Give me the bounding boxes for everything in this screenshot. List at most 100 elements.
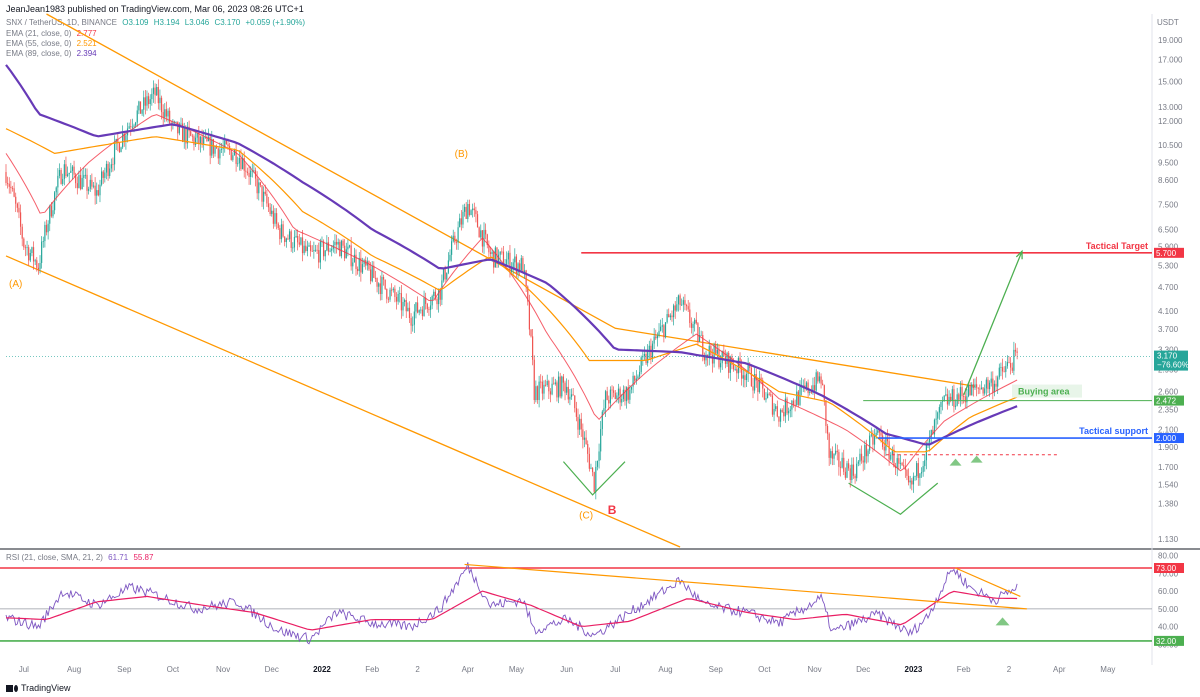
candle-body: [420, 309, 422, 311]
candle-body: [792, 400, 795, 405]
time-tick-label: Dec: [265, 665, 279, 674]
candle-body: [79, 175, 82, 190]
candle-body: [113, 143, 116, 165]
candle-body: [914, 476, 916, 478]
rsi-level-label: 32.00: [1156, 637, 1177, 646]
candle-body: [786, 398, 788, 414]
candle-body: [99, 184, 101, 196]
price-tick-label: 9.500: [1158, 158, 1179, 167]
candle-body: [995, 383, 997, 387]
candle-body: [614, 392, 616, 400]
candle-body: [758, 377, 761, 393]
candle-body: [297, 235, 299, 243]
rsi-level-tag: [1154, 563, 1184, 573]
candle-body: [697, 323, 699, 342]
candle-body: [438, 288, 440, 305]
candle-body: [340, 240, 343, 257]
candle-body: [284, 236, 286, 243]
candle-body: [885, 437, 887, 451]
candle-body: [399, 293, 401, 295]
candle-body: [290, 231, 292, 248]
candle-body: [890, 454, 892, 460]
candle-body: [760, 377, 762, 381]
candle-body: [1005, 366, 1007, 372]
ema21-value: 2.777: [76, 29, 97, 38]
time-tick-label: May: [509, 665, 524, 674]
candle-body: [160, 97, 163, 113]
candle-body: [744, 375, 746, 381]
time-tick-label: 2: [1007, 665, 1012, 674]
candle-body: [70, 170, 72, 173]
candle-body: [104, 172, 106, 178]
candle-body: [1013, 349, 1015, 371]
candle-body: [964, 396, 966, 403]
candle-body: [352, 262, 354, 267]
candle-body: [846, 463, 848, 478]
candle-body: [491, 251, 493, 254]
candle-body: [617, 388, 620, 396]
candle-body: [867, 450, 869, 457]
candle-body: [848, 463, 850, 469]
candle-body: [796, 391, 798, 406]
candle-body: [18, 207, 20, 213]
candle-body: [977, 387, 979, 389]
candle-body: [993, 383, 996, 393]
candle-body: [373, 265, 375, 278]
candle-body: [776, 406, 778, 417]
candle-body: [203, 137, 205, 144]
candle-body: [185, 127, 187, 144]
candle-body: [1003, 371, 1005, 373]
v-bottom-mark: [562, 461, 626, 496]
price-tick-label: 8.600: [1158, 176, 1179, 185]
candle-body: [567, 386, 569, 400]
candle-body: [329, 250, 331, 252]
price-tick-label: 7.500: [1158, 200, 1179, 209]
candle-body: [224, 140, 226, 148]
candle-body: [643, 353, 646, 357]
ema89-value: 2.394: [76, 49, 97, 58]
candle-body: [886, 437, 889, 442]
candle-body: [732, 364, 735, 370]
candle-body: [700, 334, 702, 336]
candle-body: [1001, 367, 1004, 372]
ema55-legend: EMA (55, close, 0) 2.521: [6, 39, 97, 49]
candle-body: [392, 288, 394, 291]
candle-body: [412, 324, 414, 326]
candle-body: [301, 237, 304, 254]
candle-body: [953, 389, 955, 407]
wave-label: B: [608, 503, 617, 517]
candle-body: [788, 411, 790, 414]
candle-body: [347, 246, 349, 250]
candle-body: [951, 389, 953, 401]
candle-body: [851, 464, 853, 481]
candle-body: [263, 191, 265, 202]
candle-body: [600, 429, 602, 452]
candle-body: [533, 359, 535, 401]
candle-body: [666, 314, 668, 323]
candle-body: [259, 182, 262, 186]
tradingview-logo: TradingView: [6, 683, 71, 693]
close-value: C3.170: [214, 18, 241, 27]
candle-body: [7, 183, 9, 184]
candle-body: [507, 252, 509, 260]
candle-body: [807, 382, 809, 393]
candle-body: [938, 407, 940, 413]
candle-body: [157, 87, 159, 104]
candle-body: [590, 467, 592, 469]
candle-body: [243, 158, 245, 171]
candle-body: [478, 227, 480, 238]
candle-body: [292, 247, 294, 249]
candle-body: [898, 458, 900, 464]
candle-body: [766, 393, 769, 399]
candle-body: [337, 241, 339, 245]
candle-body: [833, 453, 835, 459]
candle-body: [455, 242, 458, 244]
candle-body: [470, 210, 472, 216]
candle-body: [391, 289, 393, 291]
candle-body: [348, 245, 351, 247]
candle-body: [194, 137, 197, 145]
candle-body: [52, 210, 54, 217]
candle-body: [436, 298, 438, 305]
candle-body: [1008, 362, 1010, 364]
